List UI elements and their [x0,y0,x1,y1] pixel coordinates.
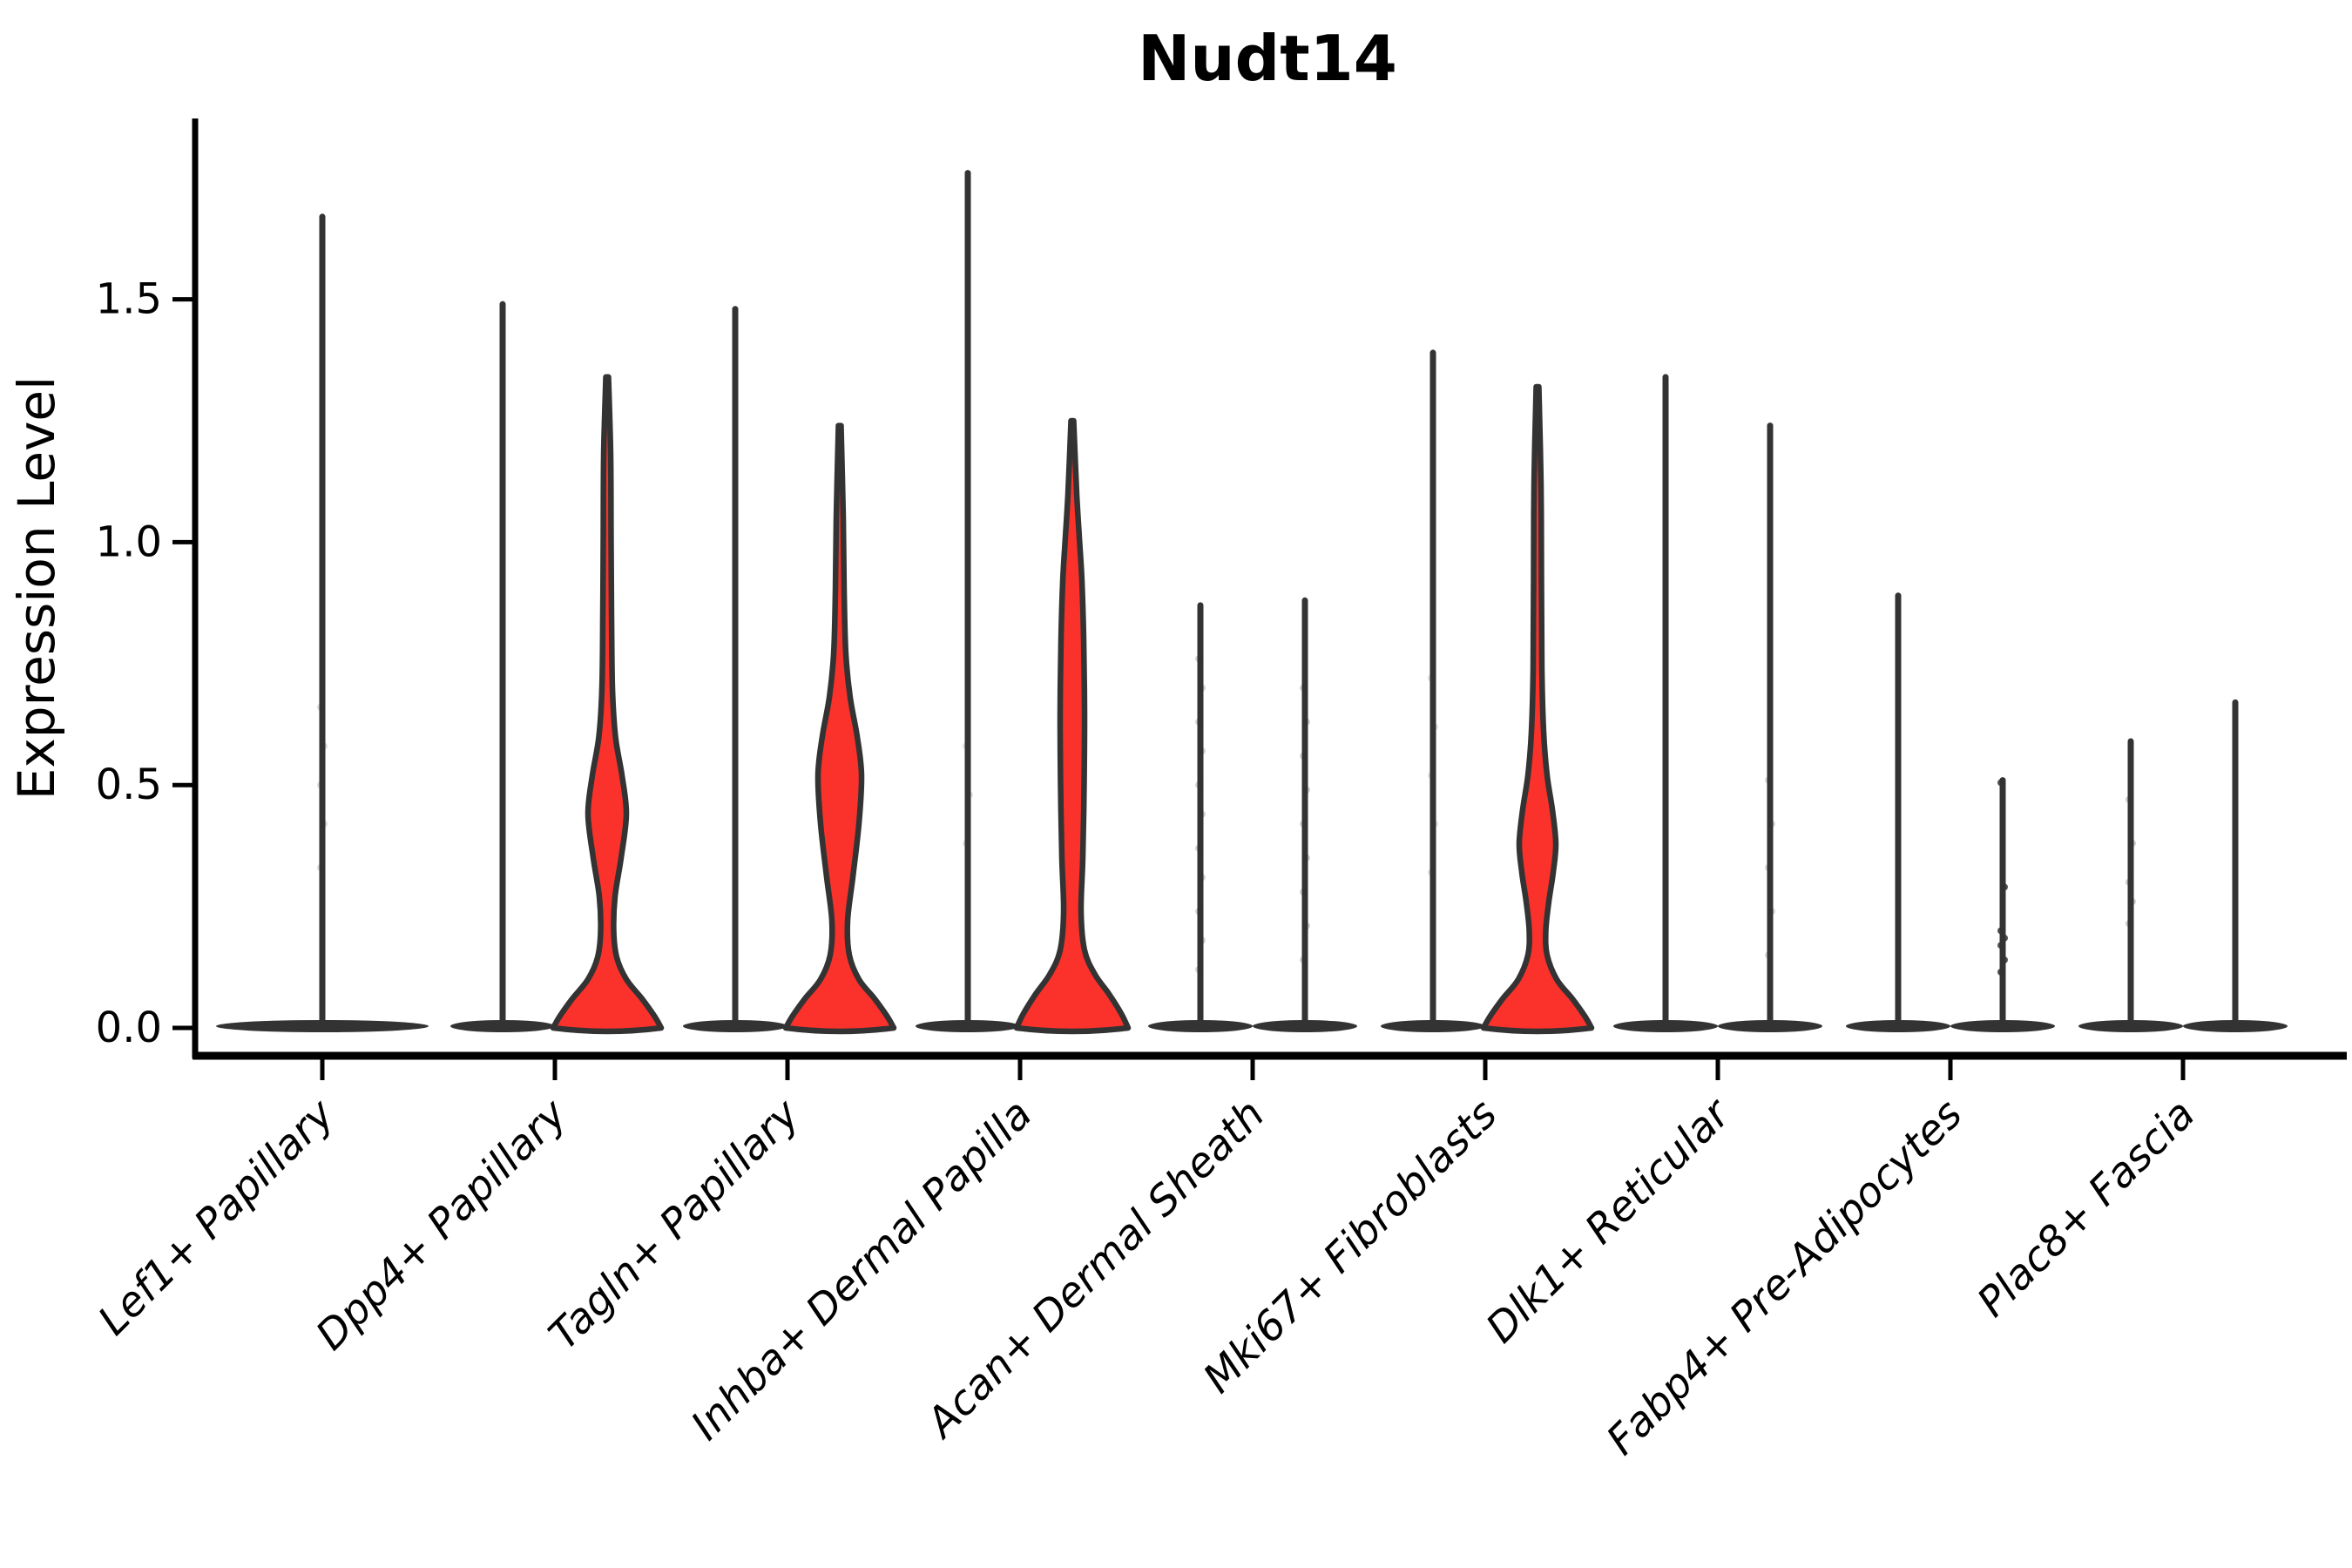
data-point [2129,840,2136,848]
data-point [1765,863,1772,871]
data-points [1428,674,1438,876]
data-point [321,742,328,750]
y-axis-ticks: 0.0 0.5 1.0 1.5 [96,275,195,1052]
data-point [1768,820,1775,828]
data-point [1303,786,1310,794]
data-point [1765,951,1772,959]
data-point [2129,898,2136,906]
data-point [1303,922,1310,929]
y-tick-label: 1.5 [96,275,162,324]
data-point [1199,936,1206,944]
data-points [1765,776,1775,959]
violin-group-4 [916,170,1132,1035]
data-point [1300,684,1307,692]
violin-group-3 [683,306,897,1035]
data-point [1199,810,1206,818]
data-point [2001,956,2008,963]
violin-group-6 [1381,349,1595,1035]
violins [216,170,2288,1035]
data-point [1431,820,1438,828]
violin-group-9 [2078,699,2288,1032]
data-points [1195,655,1206,974]
violin-filled [782,422,897,1035]
data-point [1765,776,1772,784]
data-point [1199,874,1206,882]
violin-filled [1480,383,1595,1035]
x-tick-label: Tagln+ Papillary [540,1090,810,1360]
data-point [966,791,973,799]
data-point [1303,718,1310,726]
data-point [1199,747,1206,755]
data-point [1997,942,2004,950]
data-point [1195,966,1202,974]
data-point [1997,927,2004,935]
data-point [1303,854,1310,862]
violin-group-8 [1846,592,2055,1032]
data-point [321,820,328,828]
data-point [1300,888,1307,896]
data-point [317,863,324,871]
data-point [1195,718,1202,726]
x-tick-label: Dpp4+ Papillary [307,1090,577,1360]
data-point [1199,684,1206,692]
violin-group-7 [1613,374,1822,1032]
y-tick-label: 0.0 [96,1004,162,1052]
x-tick-label: Plac8+ Fascia [1968,1091,2204,1327]
violin-group-2 [450,301,665,1035]
y-tick-label: 1.0 [96,517,162,566]
data-points [1997,779,2008,976]
data-point [1428,674,1435,682]
data-point [1768,908,1775,916]
data-points [1300,684,1310,963]
violin-filled [1013,417,1132,1035]
data-points [317,703,328,871]
violin-group-5 [1148,597,1357,1032]
data-points [2126,795,2136,928]
data-point [2001,934,2008,942]
data-point [2126,878,2132,886]
data-point [317,703,324,711]
data-point [1997,779,2004,787]
data-point [2126,795,2132,803]
data-point [1195,781,1202,789]
data-point [1195,908,1202,916]
violin-group-1 [216,213,429,1032]
data-point [1195,655,1202,663]
data-point [317,781,324,789]
data-point [2126,920,2132,928]
data-point [1428,868,1435,876]
data-point [1300,956,1307,963]
chart-title: Nudt14 [1138,22,1397,95]
y-tick-label: 0.5 [96,760,162,809]
data-point [1195,844,1202,852]
data-point [1300,752,1307,760]
data-point [1431,723,1438,731]
data-point [963,742,970,750]
data-point [2001,883,2008,891]
data-points [963,742,973,848]
violin-filled [550,374,665,1035]
x-tick-label: Lef1+ Papillary [89,1090,344,1345]
x-tick-label: Dlk1+ Reticular [1477,1089,1741,1353]
data-point [1428,772,1435,780]
data-point [1300,820,1307,828]
data-point [963,840,970,848]
data-point [1997,968,2004,976]
y-axis-label: Expression Level [7,376,66,800]
